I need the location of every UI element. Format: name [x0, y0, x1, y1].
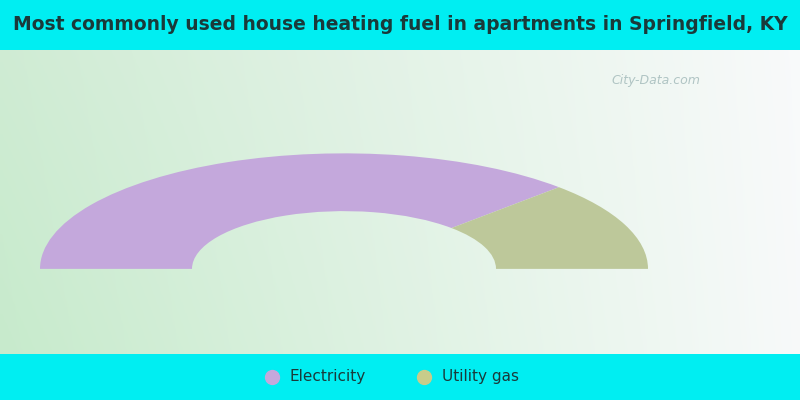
- Text: Utility gas: Utility gas: [442, 370, 518, 384]
- Text: City-Data.com: City-Data.com: [611, 74, 701, 87]
- Text: Most commonly used house heating fuel in apartments in Springfield, KY: Most commonly used house heating fuel in…: [13, 16, 787, 34]
- Text: Electricity: Electricity: [290, 370, 366, 384]
- Wedge shape: [451, 187, 648, 269]
- Wedge shape: [40, 153, 559, 269]
